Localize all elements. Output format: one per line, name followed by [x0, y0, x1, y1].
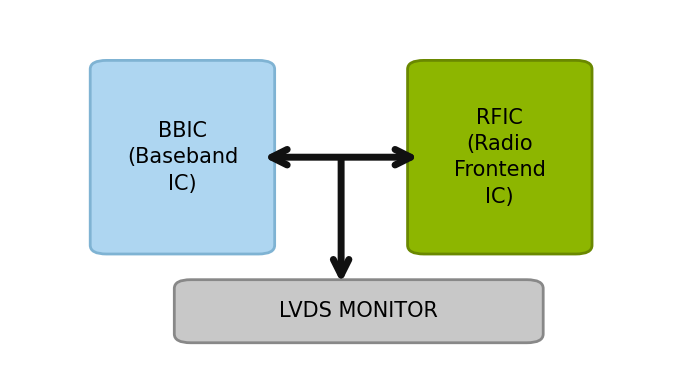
Text: LVDS MONITOR: LVDS MONITOR — [279, 301, 438, 321]
FancyBboxPatch shape — [407, 61, 592, 254]
Text: RFIC
(Radio
Frontend
IC): RFIC (Radio Frontend IC) — [454, 107, 546, 207]
Text: BBIC
(Baseband
IC): BBIC (Baseband IC) — [127, 121, 238, 194]
FancyBboxPatch shape — [174, 280, 543, 343]
FancyBboxPatch shape — [90, 61, 274, 254]
